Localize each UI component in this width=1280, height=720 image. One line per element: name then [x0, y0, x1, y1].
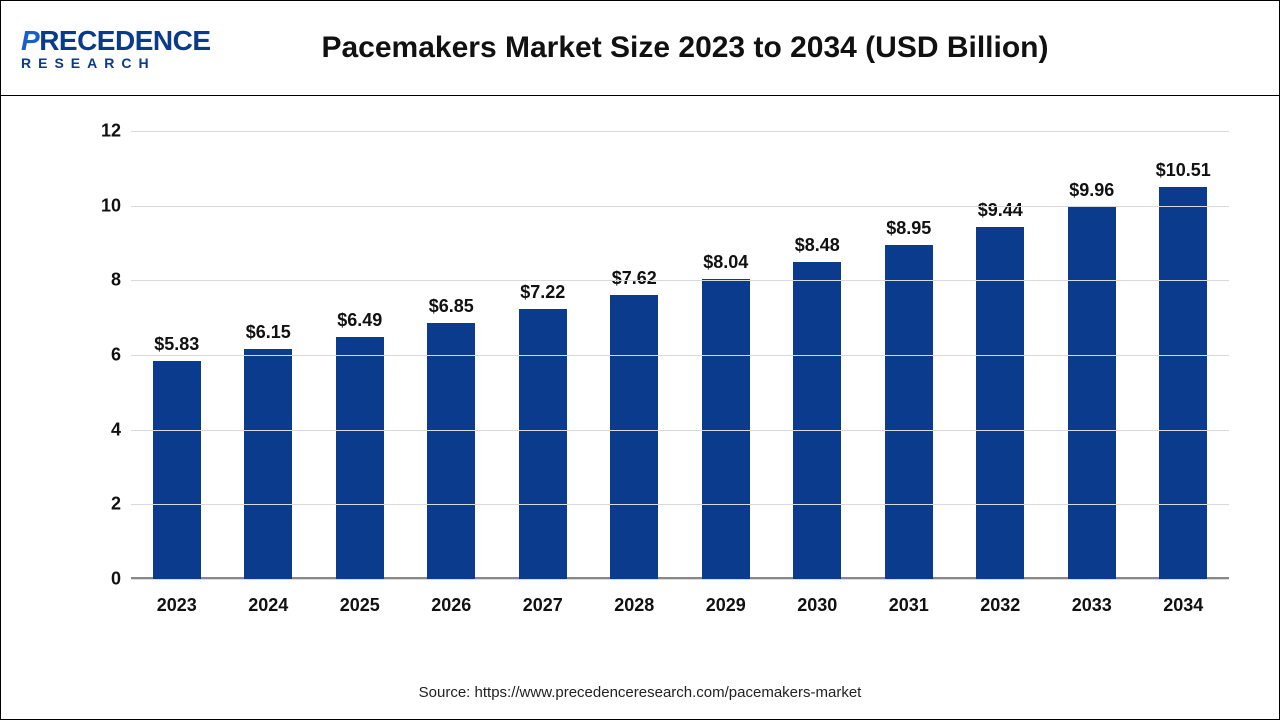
bar: [427, 323, 475, 579]
bar: [336, 337, 384, 579]
x-tick-label: 2033: [1072, 595, 1112, 616]
x-tick-label: 2026: [431, 595, 471, 616]
source-caption: Source: https://www.precedenceresearch.c…: [1, 684, 1279, 719]
x-tick-label: 2034: [1163, 595, 1203, 616]
y-tick-label: 4: [81, 419, 121, 440]
y-tick-label: 8: [81, 270, 121, 291]
bar-value-label: $7.62: [589, 268, 681, 289]
bar-value-label: $8.95: [863, 218, 955, 239]
y-tick-label: 6: [81, 345, 121, 366]
logo-rest: RECEDENCE: [39, 25, 210, 56]
x-tick-label: 2030: [797, 595, 837, 616]
gridline: [131, 430, 1229, 431]
chart-container: PRECEDENCE RESEARCH Pacemakers Market Si…: [0, 0, 1280, 720]
y-tick-label: 12: [81, 121, 121, 142]
bar-value-label: $8.48: [772, 235, 864, 256]
y-tick-label: 10: [81, 195, 121, 216]
bar: [793, 262, 841, 579]
bar: [519, 309, 567, 579]
bar-value-label: $6.49: [314, 310, 406, 331]
x-tick-label: 2029: [706, 595, 746, 616]
gridline: [131, 355, 1229, 356]
x-tick-label: 2024: [248, 595, 288, 616]
bar-value-label: $5.83: [131, 334, 223, 355]
chart-title: Pacemakers Market Size 2023 to 2034 (USD…: [231, 31, 1259, 65]
bar-value-label: $9.96: [1046, 180, 1138, 201]
bar: [244, 349, 292, 579]
logo-accent: P: [21, 25, 39, 56]
gridline: [131, 579, 1229, 580]
chart-area: $5.83 2023 $6.15 2024 $6.49 2025 $6.85 2026 $7.2…: [1, 96, 1279, 684]
bar: [610, 295, 658, 579]
x-tick-label: 2032: [980, 595, 1020, 616]
gridline: [131, 131, 1229, 132]
y-tick-label: 2: [81, 494, 121, 515]
bar-value-label: $6.85: [406, 296, 498, 317]
brand-logo: PRECEDENCE RESEARCH: [21, 25, 231, 71]
x-tick-label: 2027: [523, 595, 563, 616]
x-tick-label: 2023: [157, 595, 197, 616]
bar: [1159, 187, 1207, 579]
bar-value-label: $7.22: [497, 282, 589, 303]
bar-value-label: $6.15: [223, 322, 315, 343]
x-tick-label: 2031: [889, 595, 929, 616]
brand-subline: RESEARCH: [21, 55, 231, 71]
x-tick-label: 2028: [614, 595, 654, 616]
brand-name: PRECEDENCE: [21, 25, 231, 57]
bar: [153, 361, 201, 579]
bar-value-label: $9.44: [955, 200, 1047, 221]
gridline: [131, 206, 1229, 207]
plot-region: $5.832023$6.152024$6.492025$6.852026$7.2…: [131, 131, 1229, 579]
bar-value-label: $10.51: [1138, 160, 1230, 181]
bar-value-label: $8.04: [680, 252, 772, 273]
header: PRECEDENCE RESEARCH Pacemakers Market Si…: [1, 1, 1279, 96]
bar: [1068, 207, 1116, 579]
gridline: [131, 504, 1229, 505]
bar: [885, 245, 933, 579]
y-tick-label: 0: [81, 569, 121, 590]
x-tick-label: 2025: [340, 595, 380, 616]
gridline: [131, 280, 1229, 281]
